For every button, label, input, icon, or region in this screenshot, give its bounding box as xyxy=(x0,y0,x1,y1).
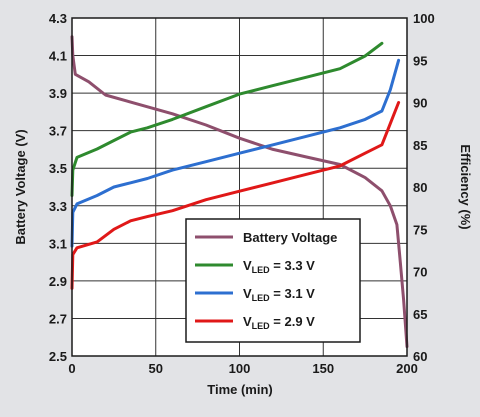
y-axis-label: Battery Voltage (V) xyxy=(13,129,28,244)
left-tick-label: 3.1 xyxy=(49,236,67,251)
legend-entry: Battery Voltage xyxy=(243,230,337,245)
right-tick-label: 85 xyxy=(413,138,427,153)
right-tick-label: 75 xyxy=(413,222,427,237)
series-lines xyxy=(70,35,409,349)
left-tick-label: 2.5 xyxy=(49,349,67,364)
right-tick-label: 60 xyxy=(413,349,427,364)
x-tick-label: 50 xyxy=(149,361,163,376)
left-tick-label: 3.5 xyxy=(49,161,67,176)
right-axis-ticks: 60 65 70 75 80 85 90 95 100 xyxy=(413,11,435,364)
legend-entry: VLED = 2.9 V xyxy=(243,314,315,331)
x-tick-label: 0 xyxy=(68,361,75,376)
x-axis-label: Time (min) xyxy=(207,382,273,397)
x-tick-label: 150 xyxy=(312,361,334,376)
plot-frame xyxy=(71,17,408,357)
x-axis-ticks: 0 50 100 150 200 xyxy=(68,361,417,376)
left-tick-label: 4.1 xyxy=(49,49,67,64)
legend-entry: VLED = 3.1 V xyxy=(243,286,315,303)
right-tick-label: 80 xyxy=(413,180,427,195)
left-axis-ticks: 2.5 2.7 2.9 3.1 3.3 3.5 3.7 3.9 4.1 4.3 xyxy=(49,11,67,364)
left-tick-label: 3.9 xyxy=(49,86,67,101)
x-tick-label: 200 xyxy=(396,361,418,376)
right-tick-label: 100 xyxy=(413,11,435,26)
right-tick-label: 65 xyxy=(413,307,427,322)
left-tick-label: 3.3 xyxy=(49,199,67,214)
series-line-2 xyxy=(70,58,401,248)
series-line-0 xyxy=(70,35,409,349)
right-tick-label: 70 xyxy=(413,265,427,280)
legend: Battery Voltage VLED = 3.3 V VLED = 3.1 V V… xyxy=(185,218,361,343)
left-tick-label: 2.7 xyxy=(49,311,67,326)
left-tick-label: 2.9 xyxy=(49,274,67,289)
x-tick-label: 100 xyxy=(229,361,251,376)
series-line-1 xyxy=(70,41,384,197)
right-tick-label: 90 xyxy=(413,96,427,111)
left-tick-label: 4.3 xyxy=(49,11,67,26)
legend-entry: VLED = 3.3 V xyxy=(243,258,315,275)
right-tick-label: 95 xyxy=(413,53,427,68)
y2-axis-label: Efficiency (%) xyxy=(458,144,473,229)
series-line-3 xyxy=(70,101,401,290)
left-tick-label: 3.7 xyxy=(49,124,67,139)
